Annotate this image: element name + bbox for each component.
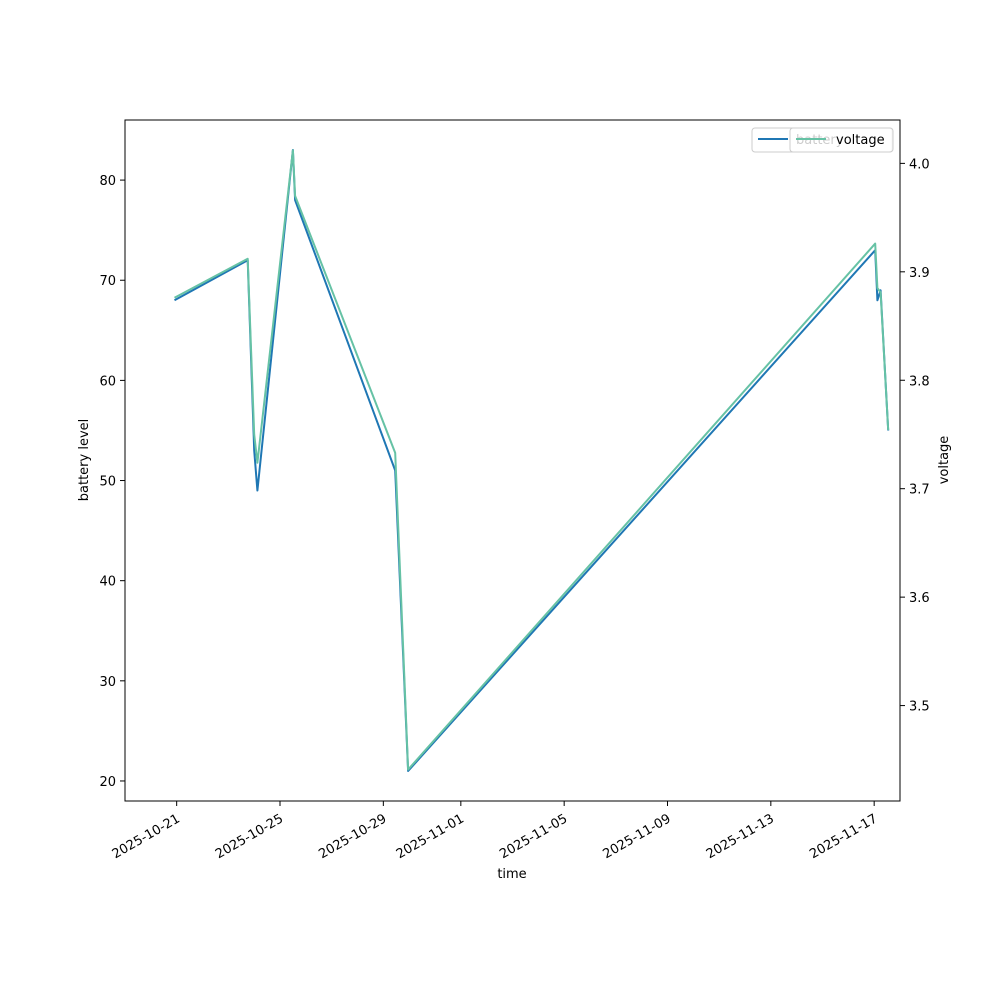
y2-tick-label: 3.8 — [909, 374, 930, 389]
y2-tick-label: 3.9 — [909, 266, 930, 281]
y-tick-label: 80 — [99, 174, 116, 189]
y2-tick-label: 3.5 — [909, 700, 930, 715]
y-tick-label: 40 — [99, 575, 116, 590]
y2-tick-label: 3.6 — [909, 591, 930, 606]
y-tick-label: 30 — [99, 675, 116, 690]
legend-voltage-label: voltage — [836, 133, 885, 148]
y2-tick-label: 4.0 — [909, 157, 930, 172]
y-tick-label: 60 — [99, 374, 116, 389]
x-axis-title: time — [497, 867, 526, 882]
y-axis-right: 3.5 3.6 3.7 3.8 3.9 4.0 — [900, 157, 930, 715]
y2-tick-label: 3.7 — [909, 483, 930, 498]
legend-voltage-box — [789, 127, 894, 153]
plot-frame — [124, 119, 901, 802]
y-axis-left: 20 30 40 50 60 70 80 — [99, 174, 125, 790]
y-tick-label: 20 — [99, 775, 116, 790]
y-tick-label: 50 — [99, 475, 116, 490]
legend-voltage: voltage — [789, 127, 894, 153]
y2-axis-title: voltage — [937, 436, 952, 485]
series-line-voltage — [174, 149, 890, 771]
y-axis-title: battery level — [77, 419, 92, 502]
y-tick-label: 70 — [99, 274, 116, 289]
plot-area — [174, 149, 890, 772]
